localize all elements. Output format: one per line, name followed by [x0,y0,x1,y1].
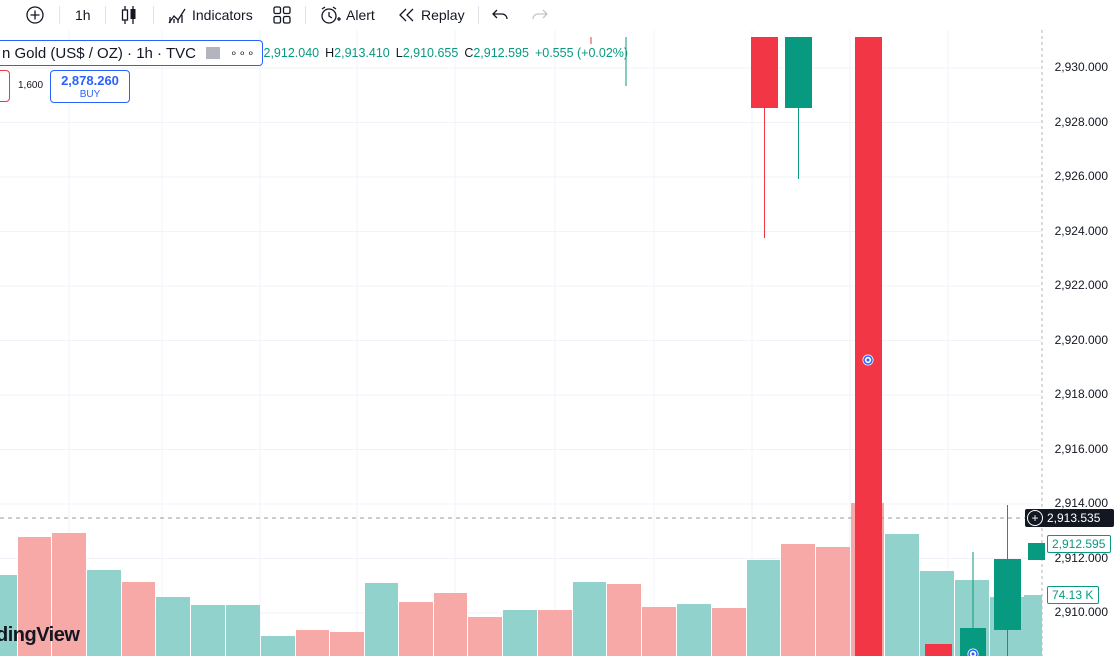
volume-bar [781,544,815,656]
volume-bar [573,582,606,656]
event-marker-icon [866,358,870,362]
indicators-icon [168,8,186,24]
price-axis-label: 2,912.000 [1054,550,1108,565]
price-axis-label: 2,914.000 [1054,496,1108,510]
spread-value: 1,600 [18,80,44,91]
redo-icon[interactable] [530,0,548,30]
price-axis-label: 2,916.000 [1054,441,1108,456]
ohlc-values: 2,912.040 H2,913.410 L2,910.655 C2,912.5… [264,46,629,60]
volume-bar [885,534,919,656]
close-key: C [464,46,474,60]
chart-pane[interactable] [0,30,1114,656]
volume-bar [52,533,86,656]
low-value: 2,910.655 [402,46,459,60]
volume-bar [156,597,190,656]
volume-bar [1024,595,1042,656]
change-value: +0.555 (+0.02%) [534,46,629,60]
buy-button[interactable]: 2,878.260 BUY [50,70,130,103]
price-axis-label: 2,922.000 [1054,278,1108,292]
event-marker-icon [968,649,978,656]
replay-button[interactable]: Replay [398,0,465,30]
close-value: 2,912.595 [473,46,529,60]
add-symbol-icon[interactable] [25,0,45,30]
volume-tag: 74.13 K [1047,586,1099,604]
interval-button[interactable]: 1h [75,7,91,23]
alarm-clock-icon [321,6,341,24]
flag-icon[interactable] [205,47,220,59]
price-chart[interactable] [0,30,1114,656]
volume-bar [642,607,676,656]
price-axis-label: 2,928.000 [1054,114,1108,129]
candles-icon[interactable] [120,0,138,30]
volume-bar [712,608,746,656]
volume-bar [261,636,295,656]
volume-bar [18,537,51,656]
tradingview-watermark: dingView [0,624,80,646]
crosshair-price-tag[interactable]: + 2,913.535 [1025,509,1114,527]
layout-grid-icon[interactable] [273,0,291,30]
volume-bar [538,610,572,656]
price-axis-label: 2,930.000 [1054,60,1108,74]
alert-label: Alert [346,7,375,23]
volume-bar [296,630,329,656]
price-axis-label: 2,924.000 [1054,223,1108,238]
buy-price: 2,878.260 [61,73,119,88]
toolbar-divider [153,6,154,24]
volume-bar [87,570,121,656]
volume-bar [468,617,502,656]
symbol-title-box[interactable]: n Gold (US$ / OZ) · 1h · TVC ∘∘∘ [0,40,263,66]
top-toolbar: 1h Indicators Alert Replay [0,0,1114,30]
event-marker-icon [863,355,873,365]
volume-bar [503,610,537,656]
symbol-title: n Gold (US$ / OZ) · 1h · TVC [2,44,196,62]
add-plus-icon[interactable]: + [1027,510,1043,526]
sell-button[interactable] [0,70,10,102]
volume-bar [816,547,850,656]
candle-body [751,37,778,108]
high-key: H [325,46,335,60]
alert-button[interactable]: Alert [319,0,375,30]
open-value: 2,912.040 [263,46,320,60]
buy-label: BUY [79,89,101,100]
volume-bar [330,632,364,656]
volume-bar [0,575,17,656]
symbol-legend: n Gold (US$ / OZ) · 1h · TVC ∘∘∘ 2,912.0… [0,40,628,66]
volume-bar [191,605,225,656]
low-key: L [395,46,403,60]
candle-body [1028,543,1045,560]
high-value: 2,913.410 [334,46,390,60]
toolbar-divider [305,6,306,24]
rewind-icon [399,8,414,22]
volume-bar [607,584,641,656]
price-axis-label: 2,910.000 [1054,605,1108,619]
volume-bar [122,582,155,656]
volume-bar [677,604,711,656]
toolbar-divider [59,6,60,24]
last-price-tag: 2,912.595 [1047,535,1111,553]
toolbar-divider [105,6,106,24]
price-axis-label: 2,926.000 [1054,169,1108,183]
candle-body [855,37,882,656]
volume-bar [434,593,467,656]
toolbar-divider [478,6,479,24]
price-axis-label: 2,918.000 [1054,387,1108,401]
volume-bar [920,571,954,656]
more-options-icon[interactable]: ∘∘∘ [229,46,256,60]
volume-bar [226,605,260,656]
candle-body [785,37,812,108]
candle-body [925,644,952,656]
volume-bar [399,602,433,656]
undo-icon[interactable] [492,0,510,30]
event-marker-icon [971,652,975,656]
indicators-button[interactable]: Indicators [167,0,253,30]
crosshair-price: 2,913.535 [1047,511,1101,525]
volume-bar [365,583,398,656]
price-axis-label: 2,920.000 [1054,332,1108,347]
indicators-label: Indicators [192,7,253,23]
volume-bar [747,560,780,656]
candle-body [994,559,1021,630]
replay-label: Replay [421,7,465,23]
